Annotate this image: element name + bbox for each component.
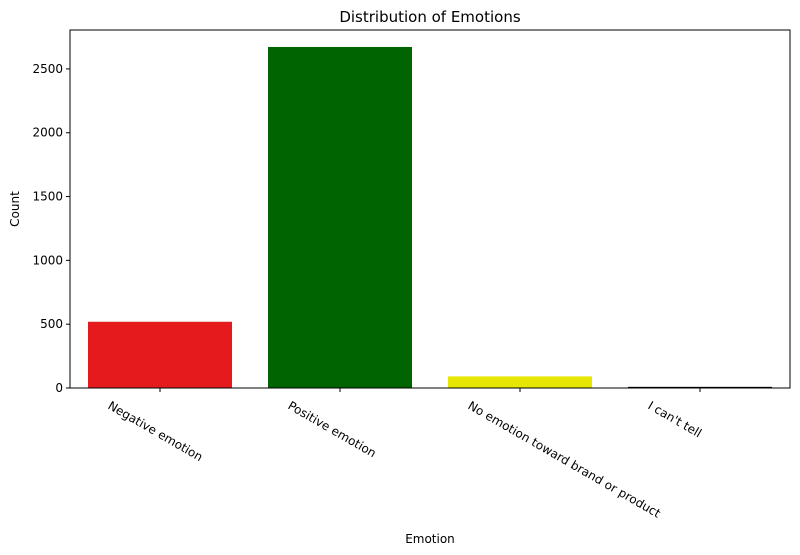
- y-tick-label: 500: [40, 317, 63, 331]
- y-axis-label: Count: [8, 191, 22, 227]
- x-tick-label: I can't tell: [646, 398, 705, 440]
- bar: [268, 46, 412, 388]
- x-tick-label: Negative emotion: [106, 398, 206, 464]
- axes-frame: [69, 29, 791, 389]
- y-tick-label: 1000: [32, 253, 63, 267]
- y-tick-label: 1500: [32, 190, 63, 204]
- chart-title: Distribution of Emotions: [339, 8, 521, 26]
- bar: [88, 321, 232, 388]
- bar: [448, 376, 592, 388]
- x-tick-label: No emotion toward brand or product: [466, 398, 664, 520]
- y-tick-label: 0: [55, 381, 63, 395]
- bar: [628, 386, 772, 388]
- x-axis-label: Emotion: [405, 532, 455, 546]
- y-tick-label: 2500: [32, 62, 63, 76]
- plot-area: 0 500 1000 1500 2000 2500 Negative emotion Posi…: [32, 29, 791, 521]
- y-tick-label: 2000: [32, 126, 63, 140]
- x-tick-label: Positive emotion: [286, 398, 379, 460]
